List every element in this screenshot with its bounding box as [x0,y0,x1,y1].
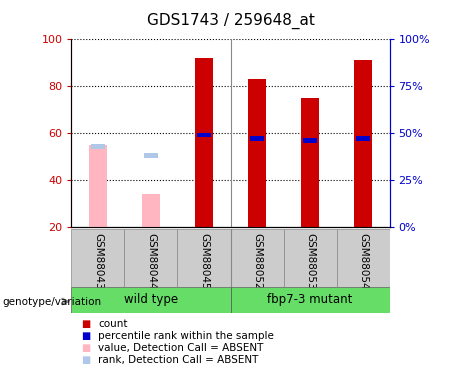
Bar [124,229,177,287]
Text: GSM88054: GSM88054 [358,233,368,290]
Bar [144,153,158,158]
Bar [250,136,264,141]
Text: GSM88052: GSM88052 [252,233,262,290]
Bar [337,229,390,287]
Bar [89,145,107,227]
Text: fbp7-3 mutant: fbp7-3 mutant [267,294,353,306]
Bar [248,79,266,227]
Text: ■: ■ [81,344,90,353]
Text: ■: ■ [81,356,90,365]
Text: GDS1743 / 259648_at: GDS1743 / 259648_at [147,13,314,29]
Text: GSM88044: GSM88044 [146,233,156,290]
Bar [195,58,213,227]
Text: GSM88053: GSM88053 [305,233,315,290]
Text: count: count [98,320,128,329]
Text: ■: ■ [81,332,90,341]
Text: ■: ■ [81,320,90,329]
Bar [303,138,317,143]
Bar [284,229,337,287]
Text: rank, Detection Call = ABSENT: rank, Detection Call = ABSENT [98,356,259,365]
Bar [230,287,390,313]
Bar [230,229,284,287]
Bar [142,194,160,227]
Bar [301,98,319,227]
Text: GSM88043: GSM88043 [93,233,103,290]
Bar [177,229,230,287]
Bar [91,144,105,148]
Text: value, Detection Call = ABSENT: value, Detection Call = ABSENT [98,344,264,353]
Text: genotype/variation: genotype/variation [2,297,101,307]
Text: GSM88045: GSM88045 [199,233,209,290]
Text: wild type: wild type [124,294,178,306]
Bar [71,229,124,287]
Bar [71,287,230,313]
Text: percentile rank within the sample: percentile rank within the sample [98,332,274,341]
Bar [197,133,211,137]
Bar [356,136,370,141]
Bar [354,60,372,227]
